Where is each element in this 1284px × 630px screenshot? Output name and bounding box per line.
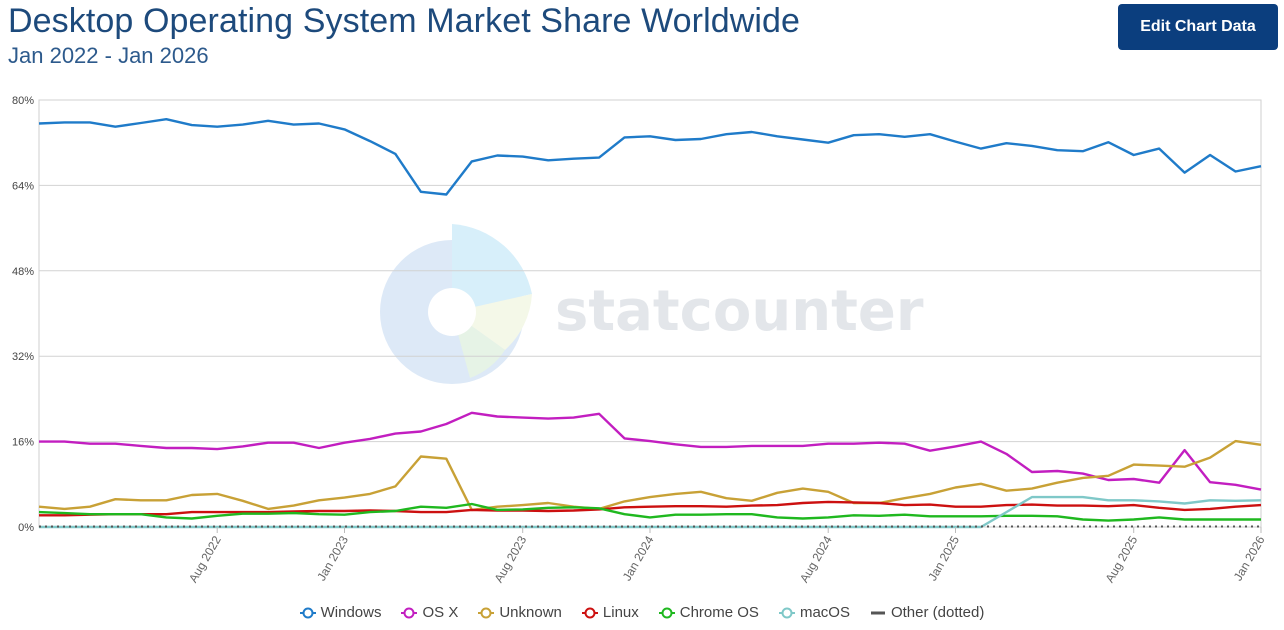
legend-item-unknown[interactable]: Unknown <box>478 604 562 621</box>
watermark-text: statcounter <box>555 279 924 344</box>
series-line-windows <box>38 118 1262 196</box>
y-tick-label: 64% <box>12 180 34 192</box>
chart-series <box>38 118 1262 529</box>
series-line-unknown <box>38 439 1262 512</box>
legend-label: OS X <box>422 604 459 621</box>
y-tick-label: 80% <box>12 95 34 107</box>
legend-item-other-dotted[interactable]: Other (dotted) <box>870 604 984 621</box>
legend-item-macos[interactable]: macOS <box>778 604 850 621</box>
x-tick-label: Aug 2024 <box>797 533 835 585</box>
y-tick-label: 32% <box>12 351 34 363</box>
x-tick-label: Aug 2023 <box>491 533 529 585</box>
legend-label: macOS <box>799 604 850 621</box>
legend-label: Chrome OS <box>679 604 759 621</box>
watermark-logo-hole <box>428 288 476 336</box>
edit-chart-data-button[interactable]: Edit Chart Data <box>1118 4 1278 50</box>
x-tick-label: Jan 2025 <box>925 533 962 583</box>
series-line-os-x <box>39 411 1262 491</box>
x-tick-label: Aug 2025 <box>1102 533 1140 585</box>
series-line-linux <box>39 500 1262 517</box>
legend-item-os-x[interactable]: OS X <box>401 604 458 621</box>
x-tick-label: Jan 2026 <box>1231 533 1268 583</box>
y-tick-label: 16% <box>12 437 34 449</box>
chart-grid <box>38 99 1262 528</box>
y-tick-label: 0% <box>18 522 34 534</box>
series-line-chrome-os <box>38 502 1261 522</box>
legend-label: Windows <box>320 604 382 621</box>
legend-label: Linux <box>602 604 639 621</box>
legend-marker-icon <box>870 611 885 614</box>
legend-marker-icon <box>581 607 598 618</box>
x-axis: Aug 2022 Jan 2023 Aug 2023 Jan 2024 Aug 2024… <box>186 527 1268 585</box>
legend-item-windows[interactable]: Windows <box>299 604 382 621</box>
watermark-logo-slice-blue <box>452 224 532 312</box>
legend-item-chrome-os[interactable]: Chrome OS <box>658 604 759 621</box>
legend-marker-icon <box>401 607 418 618</box>
x-tick-label: Jan 2023 <box>314 533 351 583</box>
legend-marker-icon <box>658 607 675 618</box>
chart-title: Desktop Operating System Market Share Wo… <box>8 2 801 40</box>
chart-legend: Windows OS X Unknown Linux Chrome OS macOS Oth… <box>0 604 1284 621</box>
legend-item-linux[interactable]: Linux <box>581 604 639 621</box>
line-chart: statcounter Aug 2022 Jan 2023 Aug 2023 Jan … <box>12 95 1268 585</box>
y-axis: 0% 16% 32% 48% 64% 80% <box>12 95 34 534</box>
legend-label: Unknown <box>499 604 562 621</box>
legend-marker-icon <box>299 607 316 618</box>
y-tick-label: 48% <box>12 266 34 278</box>
legend-marker-icon <box>778 607 795 618</box>
x-tick-label: Aug 2022 <box>186 533 224 585</box>
x-tick-label: Jan 2024 <box>620 533 657 583</box>
statcounter-watermark: statcounter <box>380 224 924 384</box>
legend-label: Other (dotted) <box>890 604 985 621</box>
chart-subtitle: Jan 2022 - Jan 2026 <box>8 43 209 68</box>
legend-marker-icon <box>478 607 495 618</box>
